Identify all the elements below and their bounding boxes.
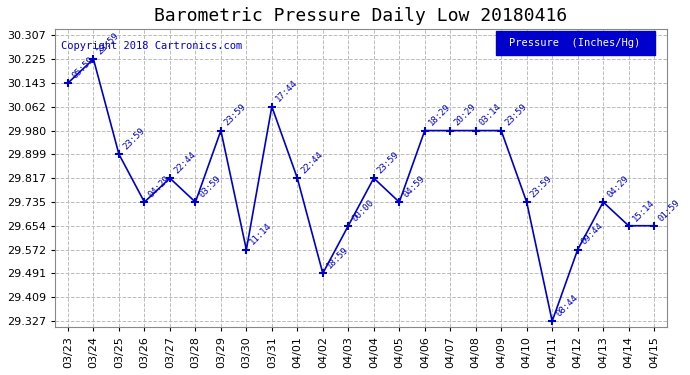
Text: 11:14: 11:14 [248,222,274,247]
Text: 23:59: 23:59 [376,150,401,176]
Text: Copyright 2018 Cartronics.com: Copyright 2018 Cartronics.com [61,41,243,51]
Text: 00:00: 00:00 [351,198,375,223]
Text: 23:59: 23:59 [121,126,146,152]
Text: 04:59: 04:59 [402,174,426,199]
Text: 03:59: 03:59 [197,174,223,199]
Text: 23:59: 23:59 [223,102,248,128]
Text: 03:14: 03:14 [477,102,503,128]
Text: 18:29: 18:29 [426,102,452,128]
Text: 23:59: 23:59 [95,31,121,56]
Text: 23:59: 23:59 [503,102,529,128]
Text: 04:29: 04:29 [146,174,172,199]
Text: 22:44: 22:44 [172,150,197,176]
Title: Barometric Pressure Daily Low 20180416: Barometric Pressure Daily Low 20180416 [155,7,568,25]
Text: 17:44: 17:44 [274,78,299,104]
Text: 01:59: 01:59 [656,198,682,223]
Text: 15:14: 15:14 [631,198,656,223]
Text: 05:59: 05:59 [70,55,95,80]
Text: 22:44: 22:44 [299,150,325,176]
Text: 04:29: 04:29 [605,174,631,199]
FancyBboxPatch shape [495,31,655,55]
Text: 08:44: 08:44 [554,293,580,318]
Text: 18:59: 18:59 [325,245,350,270]
Text: 23:59: 23:59 [529,174,554,199]
Text: Pressure  (Inches/Hg): Pressure (Inches/Hg) [509,38,641,48]
Text: 09:44: 09:44 [580,222,605,247]
Text: 20:29: 20:29 [452,102,477,128]
